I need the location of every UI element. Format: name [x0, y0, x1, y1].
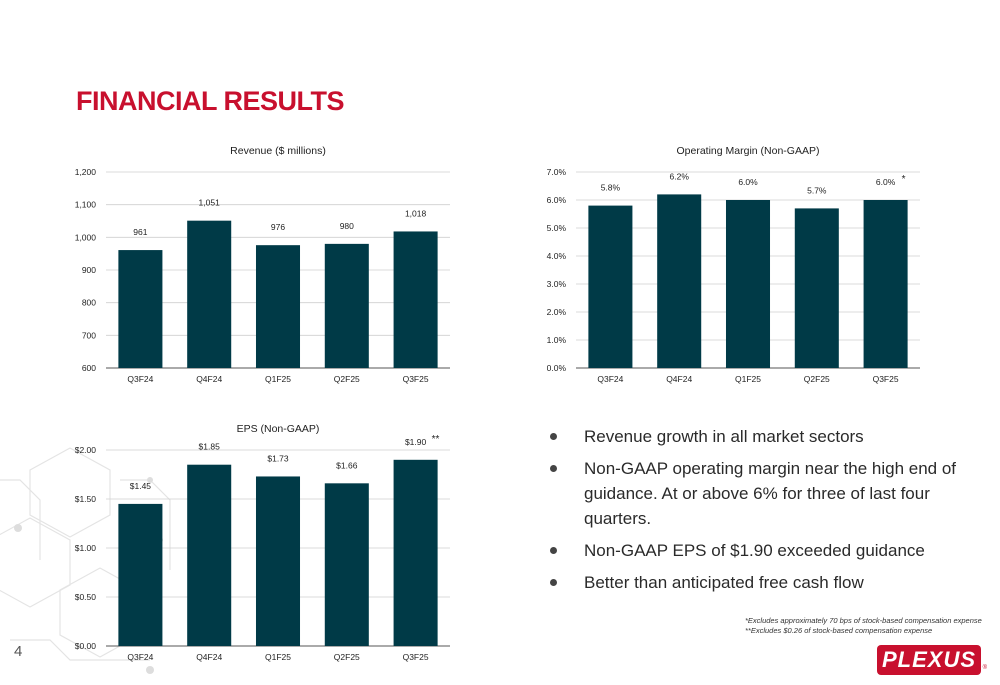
- bar-q3f24: [118, 250, 163, 368]
- bullet-item: Non-GAAP operating margin near the high …: [548, 456, 968, 531]
- bar-q3f25: [393, 459, 438, 646]
- y-tick-label: $0.50: [75, 592, 97, 602]
- x-tick-label: Q3F25: [403, 374, 429, 384]
- footnotes: *Excludes approximately 70 bps of stock-…: [745, 616, 982, 636]
- x-tick-label: Q3F25: [403, 652, 429, 662]
- bullet-item: Better than anticipated free cash flow: [548, 570, 968, 595]
- x-tick-label: Q1F25: [265, 374, 291, 384]
- data-label: 5.8%: [601, 183, 621, 193]
- data-label: 6.0%: [738, 177, 758, 187]
- bullet-dot-icon: [550, 433, 557, 440]
- y-tick-label: 6.0%: [547, 195, 567, 205]
- data-label: 1,051: [199, 198, 221, 208]
- x-tick-label: Q3F25: [873, 374, 899, 384]
- bar-q3f25: [393, 231, 438, 368]
- bar-q4f24: [187, 220, 232, 368]
- data-label: $1.90: [405, 437, 427, 447]
- eps-chart: EPS (Non-GAAP) $0.00 $0.50 $1.00 $1.50 $2.00 $…: [60, 418, 460, 668]
- bullet-dot-icon: [550, 465, 557, 472]
- y-tick-label: 1,000: [75, 232, 97, 242]
- y-tick-label: 1,100: [75, 200, 97, 210]
- bullet-dot-icon: [550, 547, 557, 554]
- bullet-item: Non-GAAP EPS of $1.90 exceeded guidance: [548, 538, 968, 563]
- y-tick-label: 800: [82, 298, 96, 308]
- y-tick-label: 5.0%: [547, 223, 567, 233]
- x-tick-label: Q4F24: [196, 652, 222, 662]
- y-tick-label: 4.0%: [547, 251, 567, 261]
- x-tick-label: Q4F24: [666, 374, 692, 384]
- data-label: 6.0%: [876, 177, 896, 187]
- plexus-logo: PLEXUS ®: [877, 645, 987, 675]
- y-tick-label: $2.00: [75, 445, 97, 455]
- data-label: 980: [340, 221, 354, 231]
- data-label: $1.45: [130, 481, 152, 491]
- x-tick-label: Q1F25: [735, 374, 761, 384]
- footnote-1: *Excludes approximately 70 bps of stock-…: [745, 616, 982, 625]
- y-tick-label: 1,200: [75, 167, 97, 177]
- footnote-marker: **: [432, 434, 440, 445]
- bar-q4f24: [187, 464, 232, 646]
- footnote-2: **Excludes $0.26 of stock-based compensa…: [745, 626, 933, 635]
- x-tick-label: Q2F25: [334, 374, 360, 384]
- data-label: 6.2%: [670, 171, 690, 181]
- slide-title: FINANCIAL RESULTS: [76, 86, 345, 116]
- data-label: $1.85: [199, 442, 221, 452]
- data-label: 5.7%: [807, 185, 827, 195]
- x-tick-label: Q3F24: [597, 374, 623, 384]
- revenue-chart: Revenue ($ millions) 600 700 800 900 1,000 1,1…: [60, 140, 460, 390]
- x-tick-label: Q3F24: [127, 652, 153, 662]
- x-tick-label: Q2F25: [334, 652, 360, 662]
- y-tick-label: 0.0%: [547, 363, 567, 373]
- page-number: 4: [14, 643, 23, 660]
- operating-margin-chart: Operating Margin (Non-GAAP) 0.0% 1.0% 2.0% 3…: [530, 140, 930, 390]
- logo-text: PLEXUS: [877, 645, 981, 675]
- data-label: $1.66: [336, 460, 358, 470]
- y-tick-label: 1.0%: [547, 335, 567, 345]
- key-points-list: Revenue growth in all market sectors Non…: [548, 424, 968, 602]
- y-tick-label: $0.00: [75, 641, 97, 651]
- bar-q2f25: [324, 243, 369, 368]
- bullet-item: Revenue growth in all market sectors: [548, 424, 968, 449]
- bar-q1f25: [255, 476, 301, 646]
- y-tick-label: 2.0%: [547, 307, 567, 317]
- y-tick-label: $1.00: [75, 543, 97, 553]
- bar-q1f25: [725, 200, 771, 368]
- bar-q1f25: [255, 245, 301, 368]
- x-tick-label: Q3F24: [127, 374, 153, 384]
- y-tick-label: 600: [82, 363, 96, 373]
- y-tick-label: 900: [82, 265, 96, 275]
- bar-q2f25: [794, 208, 839, 368]
- y-tick-label: 7.0%: [547, 167, 567, 177]
- footnote-marker: *: [902, 174, 906, 185]
- data-label: 976: [271, 222, 285, 232]
- bar-q3f25: [863, 200, 908, 368]
- x-tick-label: Q1F25: [265, 652, 291, 662]
- bar-q4f24: [657, 194, 702, 368]
- bar-q3f24: [118, 503, 163, 646]
- data-label: 961: [133, 227, 147, 237]
- data-label: $1.73: [267, 453, 289, 463]
- bar-q3f24: [588, 205, 633, 368]
- x-tick-label: Q4F24: [196, 374, 222, 384]
- chart-title: Operating Margin (Non-GAAP): [677, 145, 820, 157]
- chart-title: Revenue ($ millions): [230, 145, 326, 157]
- y-tick-label: 700: [82, 330, 96, 340]
- chart-title: EPS (Non-GAAP): [237, 423, 320, 435]
- data-label: 1,018: [405, 208, 427, 218]
- registered-mark: ®: [982, 665, 987, 671]
- y-tick-label: 3.0%: [547, 279, 567, 289]
- y-tick-label: $1.50: [75, 494, 97, 504]
- bar-q2f25: [324, 483, 369, 646]
- x-tick-label: Q2F25: [804, 374, 830, 384]
- bullet-dot-icon: [550, 579, 557, 586]
